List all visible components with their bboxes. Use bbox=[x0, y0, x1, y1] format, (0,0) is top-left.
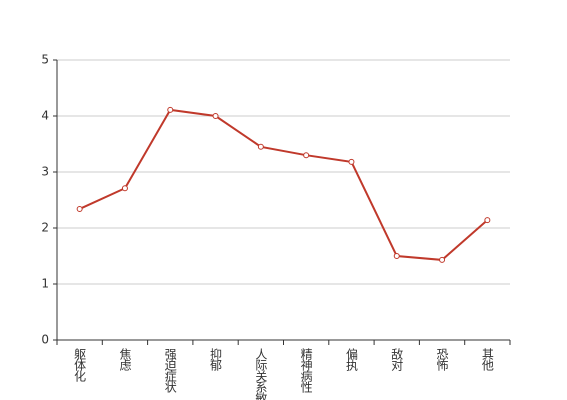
point bbox=[121, 185, 128, 192]
point bbox=[393, 253, 400, 259]
y-tick-label: 2 bbox=[41, 221, 49, 235]
point bbox=[484, 217, 491, 224]
x-tick-label: 精神病性 bbox=[299, 348, 313, 394]
x-tick-label: 躯体化 bbox=[73, 347, 87, 383]
point bbox=[303, 152, 310, 159]
point bbox=[212, 113, 219, 119]
y-tick-label: 5 bbox=[41, 53, 49, 67]
x-tick-label: 偏执 bbox=[344, 347, 358, 372]
x-tick-label: 敌对 bbox=[390, 347, 404, 371]
point bbox=[439, 256, 446, 263]
point bbox=[348, 158, 355, 165]
y-tick-label: 3 bbox=[41, 165, 49, 179]
x-tick-label: 抑郁 bbox=[209, 347, 223, 372]
y-tick-label: 1 bbox=[41, 277, 49, 291]
point bbox=[257, 143, 264, 150]
x-tick-label: 其他 bbox=[480, 348, 494, 371]
x-tick-label: 强迫症状 bbox=[163, 348, 177, 393]
point bbox=[167, 106, 174, 113]
x-tick-label: 焦虑 bbox=[118, 348, 132, 371]
x-tick-label: 人际关系敏感 bbox=[254, 348, 268, 400]
x-tick-label: 恐怖 bbox=[435, 348, 449, 371]
point bbox=[76, 205, 83, 212]
y-tick-label: 0 bbox=[41, 333, 49, 347]
line bbox=[79, 108, 489, 261]
y-tick-label: 4 bbox=[41, 109, 49, 123]
